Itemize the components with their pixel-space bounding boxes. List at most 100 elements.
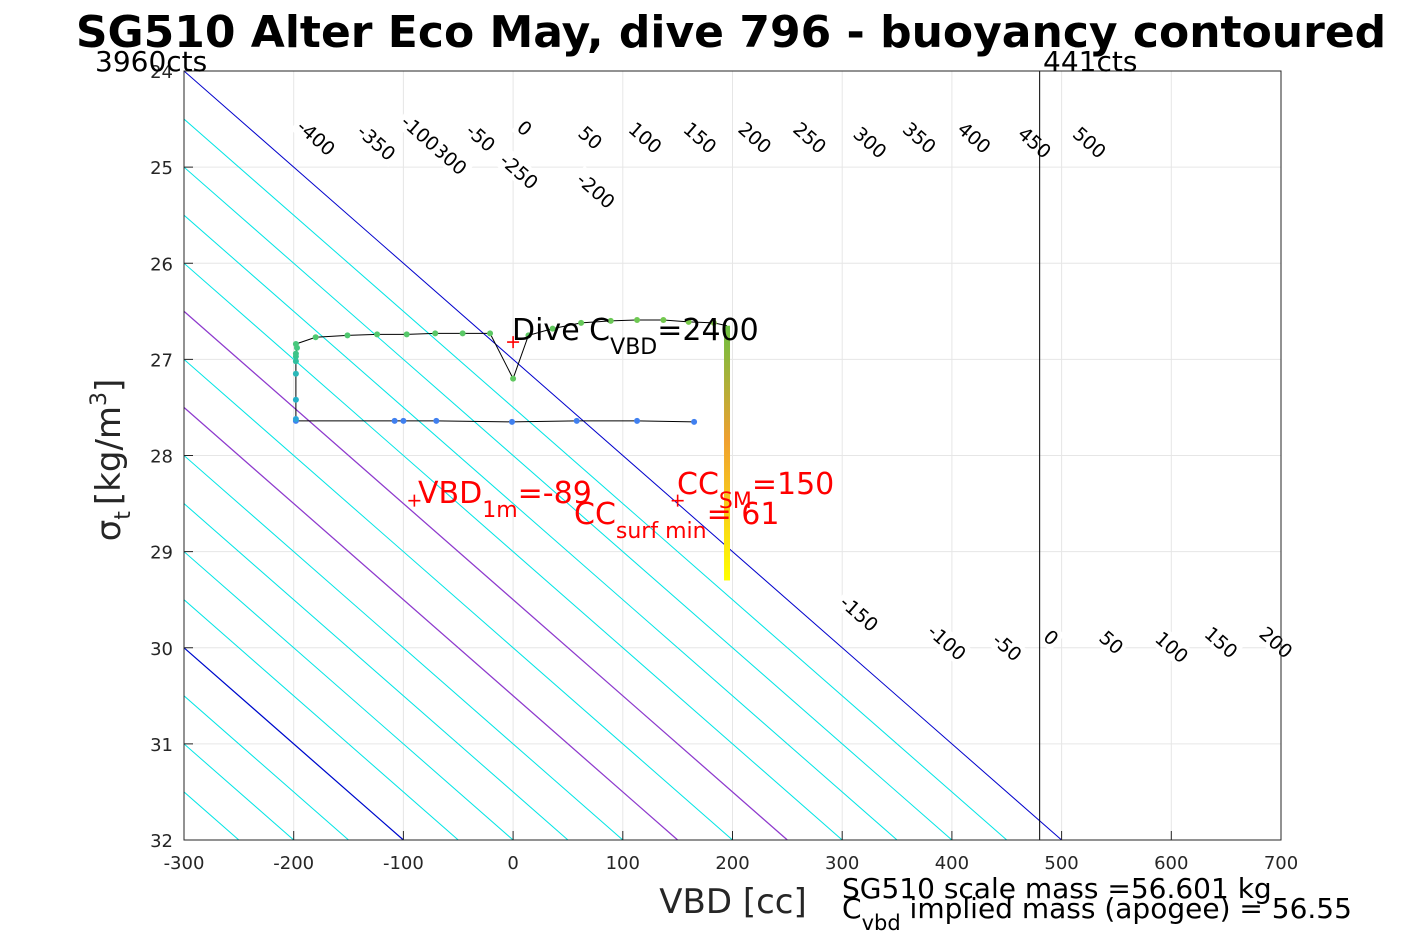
point-climb-4 — [634, 316, 641, 323]
point-climb-1 — [549, 325, 556, 332]
contour-label-lower-0: -150 — [833, 588, 886, 639]
annot-cc-sm-tail: =150 — [752, 467, 834, 502]
annot-vbd-1m-sub: 1m — [482, 498, 517, 523]
contour-label-upper-13-text: 300 — [849, 123, 891, 163]
y-axis-sub: t — [111, 511, 136, 520]
contour-label-upper-13-bg — [848, 121, 893, 164]
contour-line-20 — [184, 599, 459, 840]
y-tick-label-1: 25 — [150, 158, 173, 179]
point-dive-22 — [487, 330, 494, 337]
contour-label-upper-16-bg — [1012, 121, 1057, 164]
x-tick-label-4: 100 — [606, 853, 640, 874]
point-dive-13 — [292, 350, 299, 357]
contour-label-upper-14-bg — [897, 116, 942, 159]
contour-label-lower-5-text: 100 — [1150, 628, 1192, 668]
point-climb-2 — [578, 319, 585, 326]
contour-label-upper-8-text: 50 — [574, 122, 607, 154]
contour-label-upper-0-bg — [290, 112, 343, 163]
contour-label-upper-5-bg — [394, 107, 447, 158]
y-tick-label-8: 32 — [150, 831, 173, 852]
point-dive-10 — [292, 370, 299, 377]
contour-label-upper-11: 200 — [733, 116, 778, 159]
contour-label-upper-16: 450 — [1012, 121, 1057, 164]
contour-label-upper-9-bg — [623, 116, 668, 159]
contour-label-lower-6: 150 — [1199, 621, 1244, 664]
marker-2 — [671, 494, 684, 507]
x-tick-label-3: 0 — [507, 853, 518, 874]
contour-label-upper-3-bg — [493, 146, 546, 196]
y-axis-close: ] — [89, 379, 129, 392]
surface-vbd-bar — [724, 325, 731, 581]
contour-label-upper-15: 400 — [952, 116, 997, 159]
axis-ticks: -300 -200 -100 0 100 200 300 400 500 600 700242526… — [150, 62, 1298, 874]
point-dive-3 — [509, 418, 516, 425]
x-tick-label-2: -100 — [383, 853, 424, 874]
contour-line-22 — [184, 502, 569, 840]
marker-0 — [507, 336, 520, 349]
contour-label-lower-1: -100 — [921, 617, 974, 667]
contour-label-upper-10-bg — [678, 116, 723, 159]
contour-label-upper-14: 350 — [897, 116, 942, 159]
contour-label-upper-9-text: 100 — [624, 118, 666, 158]
contour-line-28 — [184, 214, 898, 840]
contour-label-upper-14-text: 350 — [898, 118, 940, 158]
contour-label-upper-15-text: 400 — [953, 118, 995, 158]
contour-label-upper-12: 250 — [788, 116, 832, 159]
point-dive-4 — [433, 417, 440, 424]
x-tick-label-7: 400 — [935, 853, 969, 874]
footer-vbd-sub: vbd — [862, 911, 901, 935]
annot-cc-surf-main: CC — [574, 497, 616, 532]
point-dive-8 — [292, 415, 299, 422]
point-dive-16 — [312, 334, 319, 341]
contour-label-lower-0-bg — [833, 588, 886, 639]
footer-implied-mass: Cvbd implied mass (apogee) = 56.55 — [842, 892, 1352, 935]
annot-cc-surf: CCsurf min= 61 — [574, 497, 779, 544]
contour-label-lower-4-text: 50 — [1095, 627, 1128, 659]
x-tick-label-5: 200 — [715, 853, 749, 874]
annot-dive-cvbd-sub: VBD — [610, 335, 657, 360]
y-axis-unit: [kg/m — [89, 406, 129, 505]
y-tick-label-5: 29 — [150, 543, 173, 564]
contour-line-31 — [184, 71, 1062, 840]
contour-label-upper-4: -200 — [569, 165, 623, 216]
contour-line-30 — [184, 118, 1008, 840]
x-tick-label-0: -300 — [164, 853, 205, 874]
contour-label-upper-3: -250 — [493, 146, 546, 196]
contour-label-upper-11-bg — [733, 116, 778, 159]
y-tick-label-4: 28 — [150, 447, 173, 468]
contour-label-lower-2: -50 — [985, 625, 1030, 669]
annot-cc-sm: CCSM=150 — [677, 467, 834, 514]
contour-label-lower-6-text: 150 — [1200, 623, 1242, 663]
chart-title: SG510 Alter Eco May, dive 796 - buoyancy… — [76, 7, 1386, 58]
contour-label-lower-7-text: 200 — [1255, 623, 1297, 663]
point-dive-6 — [391, 417, 398, 424]
contour-label-lower-3: 0 — [1037, 623, 1065, 652]
point-dive-9 — [292, 396, 299, 403]
point-climb-5 — [660, 316, 667, 323]
x-axis-label: VBD [cc] — [659, 882, 807, 922]
annot-vbd-1m-tail: =-89 — [518, 476, 592, 511]
contour-label-upper-12-bg — [788, 116, 832, 159]
point-dive-23 — [510, 375, 517, 382]
annot-dive-cvbd-tail: =2400 — [657, 313, 758, 348]
contour-label-upper-10-text: 150 — [679, 118, 721, 158]
red-markers — [408, 336, 684, 507]
point-dive-11 — [292, 358, 299, 365]
contour-label-upper-7: 0 — [511, 114, 539, 142]
contour-line-13 — [0, 71, 74, 840]
contour-label-lower-6-bg — [1199, 621, 1244, 664]
annot-dive-cvbd: Dive CVBD=2400 — [512, 313, 759, 360]
marker-1 — [408, 494, 421, 507]
contour-label-upper-17: 500 — [1067, 121, 1112, 164]
point-dive-0 — [691, 418, 698, 425]
contour-label-upper-1: -350 — [350, 117, 403, 168]
contour-line-23 — [184, 454, 624, 840]
contour-label-upper-0: -400 — [290, 112, 343, 163]
point-climb-0 — [525, 332, 532, 339]
contour-label-upper-4-bg — [569, 165, 623, 216]
contour-target-line-a — [184, 406, 679, 840]
y-axis-symbol: σ — [89, 520, 129, 542]
contour-label-upper-8-bg — [572, 120, 609, 156]
annot-dive-cvbd-main: Dive C — [512, 313, 610, 348]
annot-cc-sm-sub: SM — [719, 489, 752, 514]
